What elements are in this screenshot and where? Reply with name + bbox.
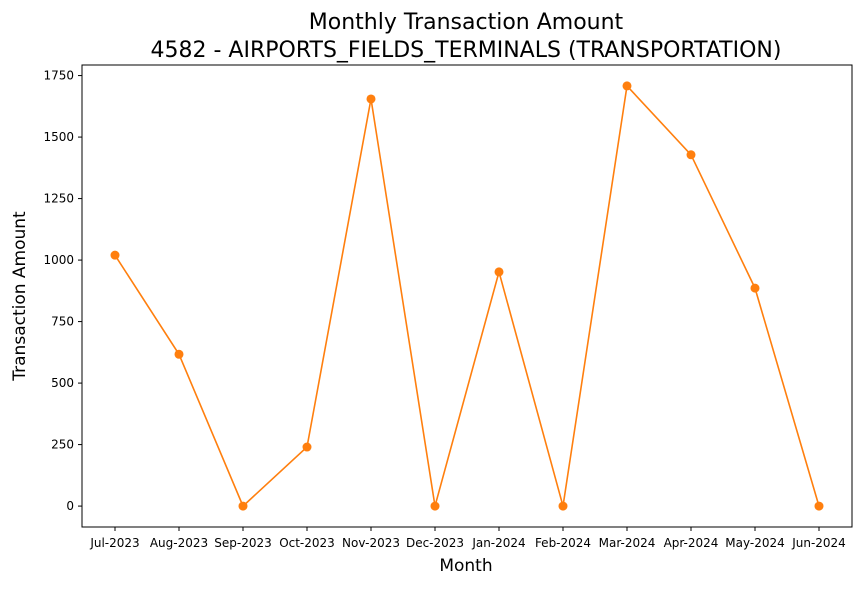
- chart-title-line1: Monthly Transaction Amount: [309, 10, 624, 35]
- chart-title-line2: 4582 - AIRPORTS_FIELDS_TERMINALS (TRANSP…: [151, 38, 782, 63]
- data-point: [174, 349, 184, 359]
- y-tick-label: 1500: [43, 130, 74, 144]
- y-tick-label: 1000: [43, 253, 74, 267]
- x-tick-label: Jun-2024: [791, 536, 846, 550]
- x-axis: Jul-2023 Aug-2023 Sep-2023 Oct-2023 Nov-2023…: [89, 527, 846, 550]
- series-line: [114, 84, 820, 508]
- y-tick-label: 250: [51, 438, 74, 452]
- x-tick-label: Dec-2023: [406, 536, 464, 550]
- data-point: [430, 501, 440, 511]
- x-tick-label: Nov-2023: [342, 536, 400, 550]
- data-point: [302, 442, 312, 452]
- x-tick-label: Apr-2024: [664, 536, 719, 550]
- data-point: [622, 81, 632, 91]
- data-point: [238, 501, 248, 511]
- y-tick-label: 750: [51, 315, 74, 329]
- x-tick-label: Mar-2024: [599, 536, 656, 550]
- data-point: [558, 501, 568, 511]
- x-tick-label: Feb-2024: [535, 536, 591, 550]
- x-tick-label: Aug-2023: [150, 536, 208, 550]
- series-markers: [110, 81, 824, 511]
- data-point: [494, 267, 504, 277]
- data-point: [814, 501, 824, 511]
- y-tick-label: 500: [51, 376, 74, 390]
- data-point: [110, 250, 120, 260]
- y-tick-label: 1750: [43, 69, 74, 83]
- x-tick-label: May-2024: [725, 536, 784, 550]
- y-axis: 0 250 500 750 1000 1250 1500 1750: [43, 69, 82, 513]
- plot-area-frame: [81, 64, 853, 528]
- x-tick-label: Oct-2023: [279, 536, 335, 550]
- data-point: [750, 283, 760, 293]
- x-tick-label: Jul-2023: [89, 536, 139, 550]
- x-tick-label: Sep-2023: [214, 536, 272, 550]
- data-point: [366, 94, 376, 104]
- x-axis-label: Month: [439, 556, 492, 576]
- y-axis-label: Transaction Amount: [10, 211, 30, 382]
- data-point: [686, 150, 696, 160]
- y-tick-label: 0: [66, 499, 74, 513]
- y-tick-label: 1250: [43, 192, 74, 206]
- x-tick-label: Jan-2024: [471, 536, 525, 550]
